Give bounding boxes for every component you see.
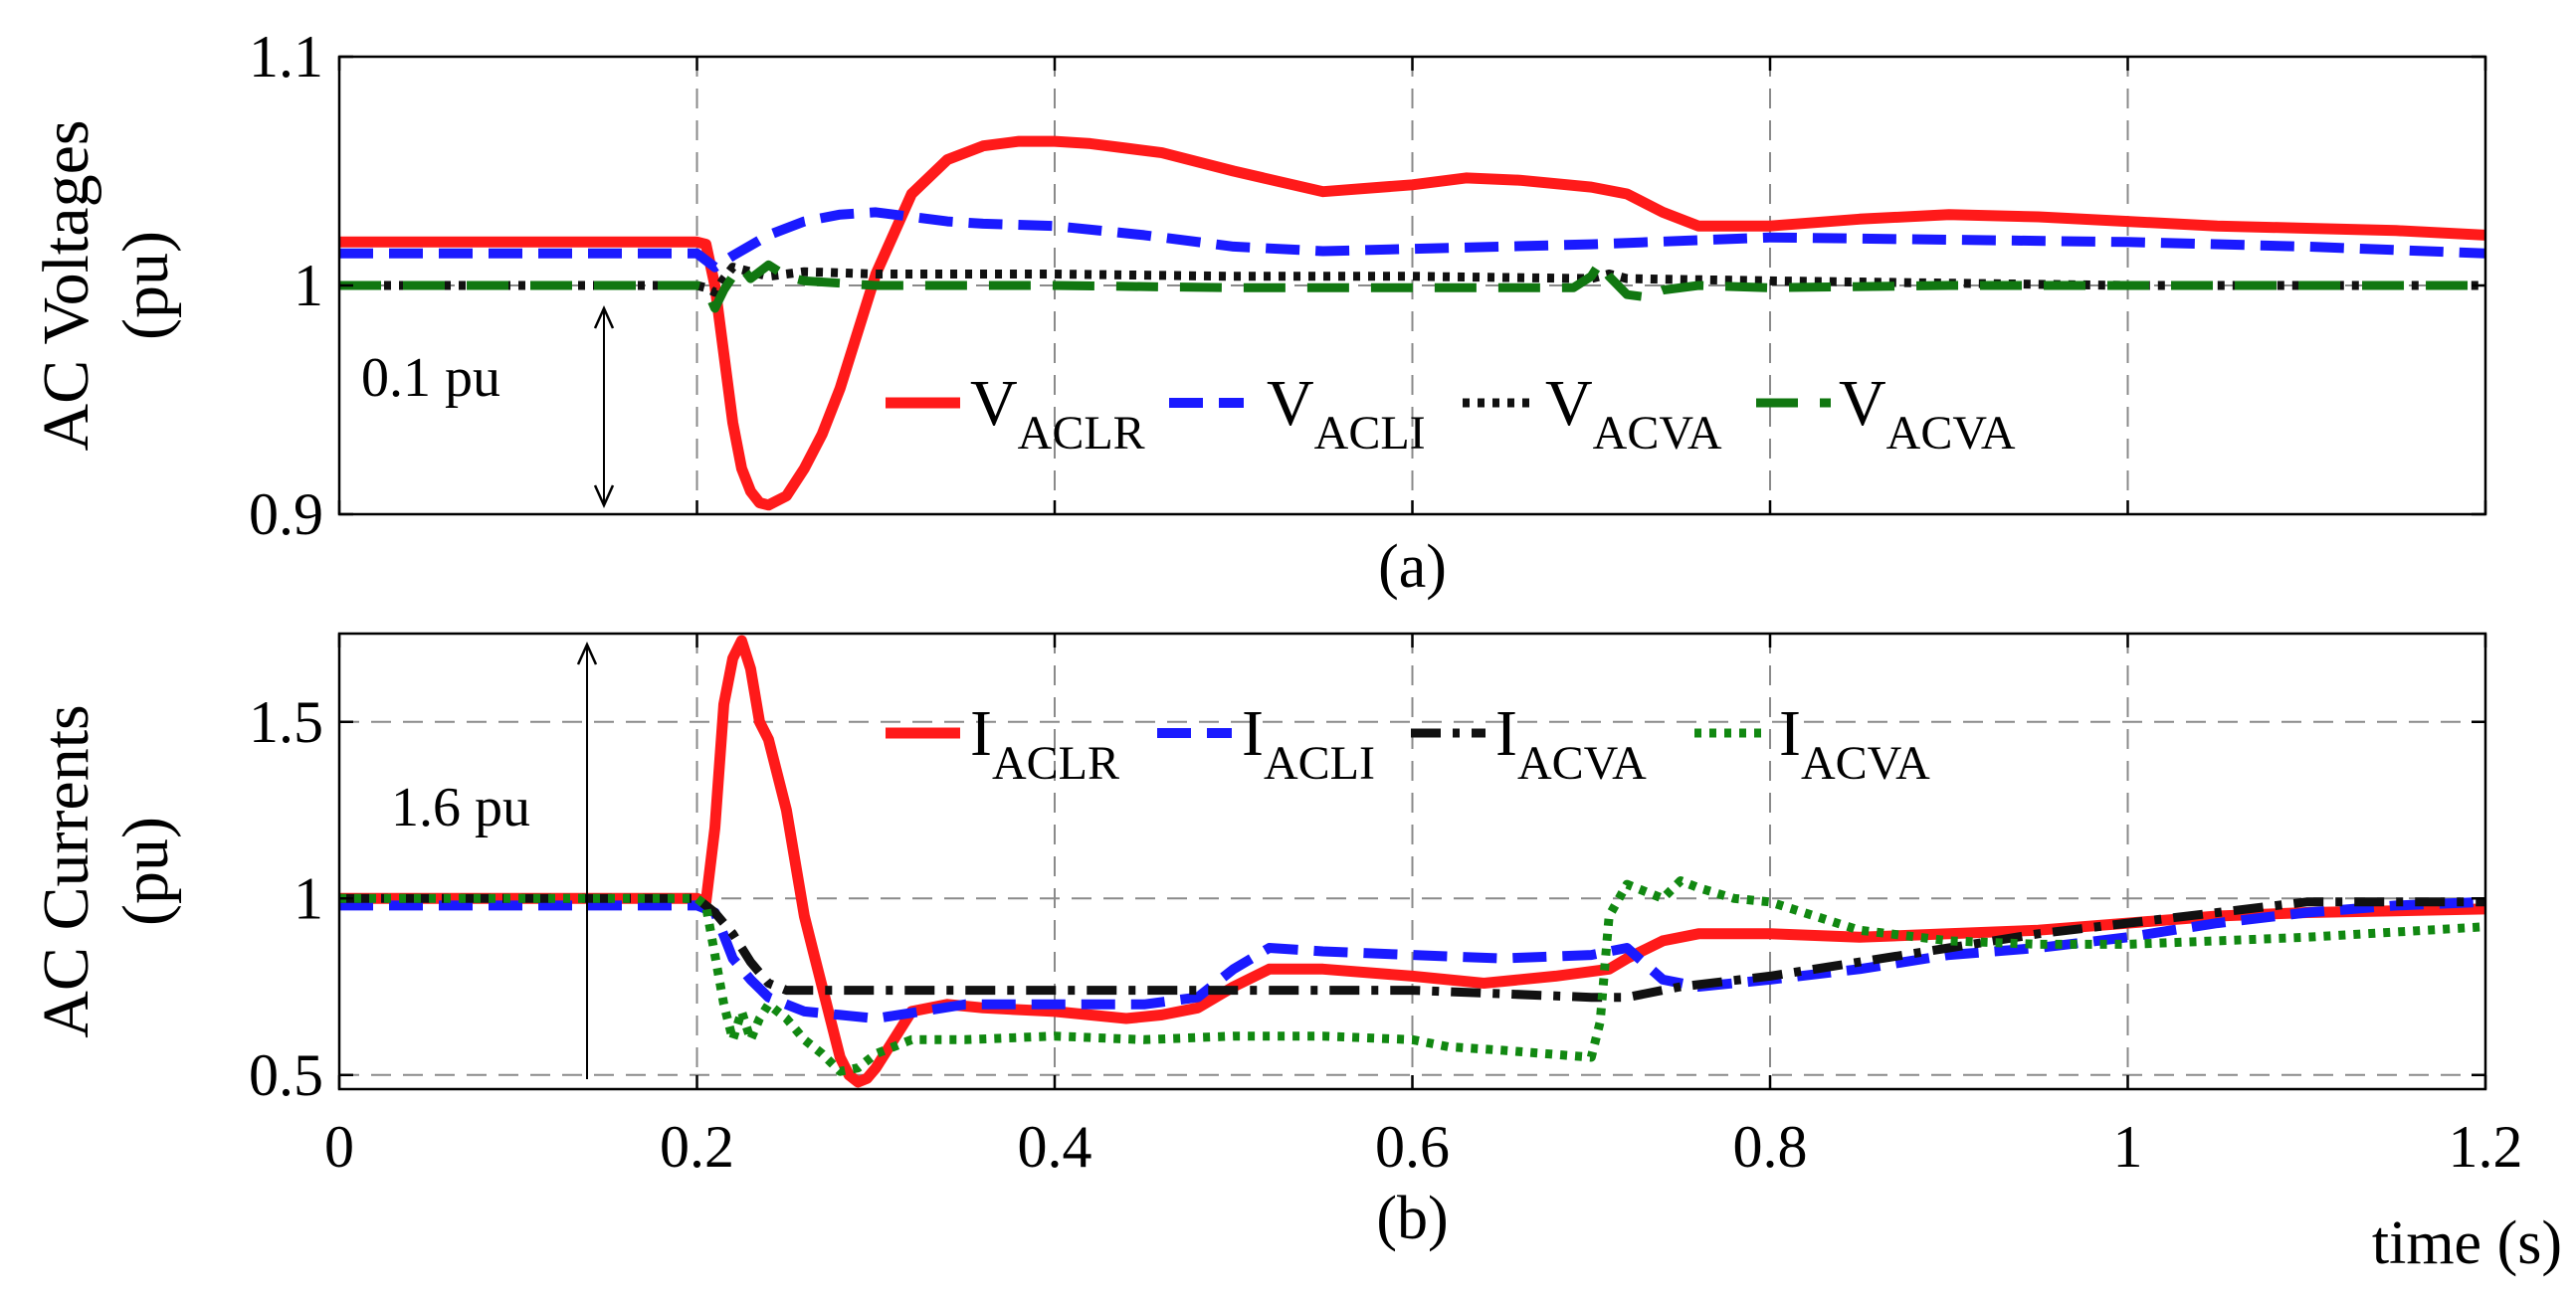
y-axis-unit: (pu) — [109, 231, 182, 340]
legend-label: IACVA — [1779, 697, 1930, 790]
annotation-label: 0.1 pu — [361, 347, 500, 409]
panel-caption: (a) — [1378, 533, 1447, 601]
annotation-label: 1.6 pu — [391, 777, 530, 838]
legend-label-main: I — [1495, 697, 1517, 770]
legend-label-sub: ACVA — [1593, 407, 1722, 460]
panel-caption: (b) — [1376, 1185, 1448, 1252]
legend-label-sub: ACLR — [1018, 407, 1145, 460]
x-tick-label: 0 — [324, 1114, 354, 1180]
series-line-acli-2 — [339, 896, 2485, 1023]
legend-label-main: I — [1242, 697, 1264, 770]
legend-label: VACLI — [1267, 367, 1426, 460]
series-line-acva-4 — [339, 876, 2485, 1076]
legend-label-main: I — [970, 697, 992, 770]
series-line-acva-4 — [339, 258, 2485, 313]
series-line-acva-3 — [339, 893, 2485, 1003]
legend-label-sub: ACLR — [992, 737, 1119, 790]
legend-label: IACLR — [970, 697, 1119, 790]
legend-label: VACLR — [970, 367, 1145, 460]
series-line-aclr-1 — [339, 135, 2485, 511]
arrowhead-down — [593, 484, 615, 509]
y-axis-label: AC Currents — [30, 704, 102, 1037]
y-tick-label: 0.5 — [249, 1042, 323, 1108]
y-axis-label: AC Voltages — [30, 119, 102, 451]
y-tick-label: 1 — [294, 253, 323, 318]
series-line-aclr-1 — [339, 635, 2485, 1088]
y-axis-unit: (pu) — [109, 817, 182, 926]
legend-label-main: I — [1779, 697, 1801, 770]
x-tick-label: 0.6 — [1375, 1114, 1450, 1180]
y-tick-label: 1 — [294, 865, 323, 931]
x-tick-label: 1.2 — [2449, 1114, 2523, 1180]
legend-label-sub: ACLI — [1264, 737, 1375, 790]
x-tick-label: 1 — [2113, 1114, 2143, 1180]
legend-label-sub: ACVA — [1517, 737, 1647, 790]
x-tick-label: 0.4 — [1018, 1114, 1092, 1180]
x-axis-label: time (s) — [2372, 1209, 2562, 1277]
legend-label-main: V — [1267, 367, 1314, 440]
y-tick-label: 1.1 — [249, 24, 323, 90]
legend-label-main: V — [1545, 367, 1593, 440]
legend-label-sub: ACLI — [1314, 407, 1426, 460]
legend-label: VACVA — [1545, 367, 1722, 460]
legend-label-main: V — [1839, 367, 1886, 440]
x-tick-label: 0.8 — [1733, 1114, 1808, 1180]
arrowhead-up — [576, 641, 598, 665]
legend-label: VACVA — [1839, 367, 2016, 460]
legend-label-sub: ACVA — [1886, 407, 2016, 460]
series-line-acli-2 — [339, 207, 2485, 273]
panel-a: 0.911.1AC Voltages (pu)(a)0.1 pu VACLR VACL… — [30, 24, 2487, 601]
series-group — [339, 635, 2485, 1088]
panel-b: 0.5 1 1.5 0 0.2 0.4 0.6 0.8 1 1.2 time (s) AC Curre… — [30, 632, 2562, 1277]
legend-label-main: V — [970, 367, 1018, 440]
y-tick-label: 0.9 — [249, 481, 323, 547]
y-tick-label: 1.5 — [249, 689, 323, 755]
legend-label-sub: ACVA — [1801, 737, 1930, 790]
legend-label: IACVA — [1495, 697, 1647, 790]
arrowhead-up — [593, 304, 615, 329]
legend-label: IACLI — [1242, 697, 1375, 790]
x-tick-label: 0.2 — [660, 1114, 734, 1180]
series-group — [339, 135, 2485, 511]
